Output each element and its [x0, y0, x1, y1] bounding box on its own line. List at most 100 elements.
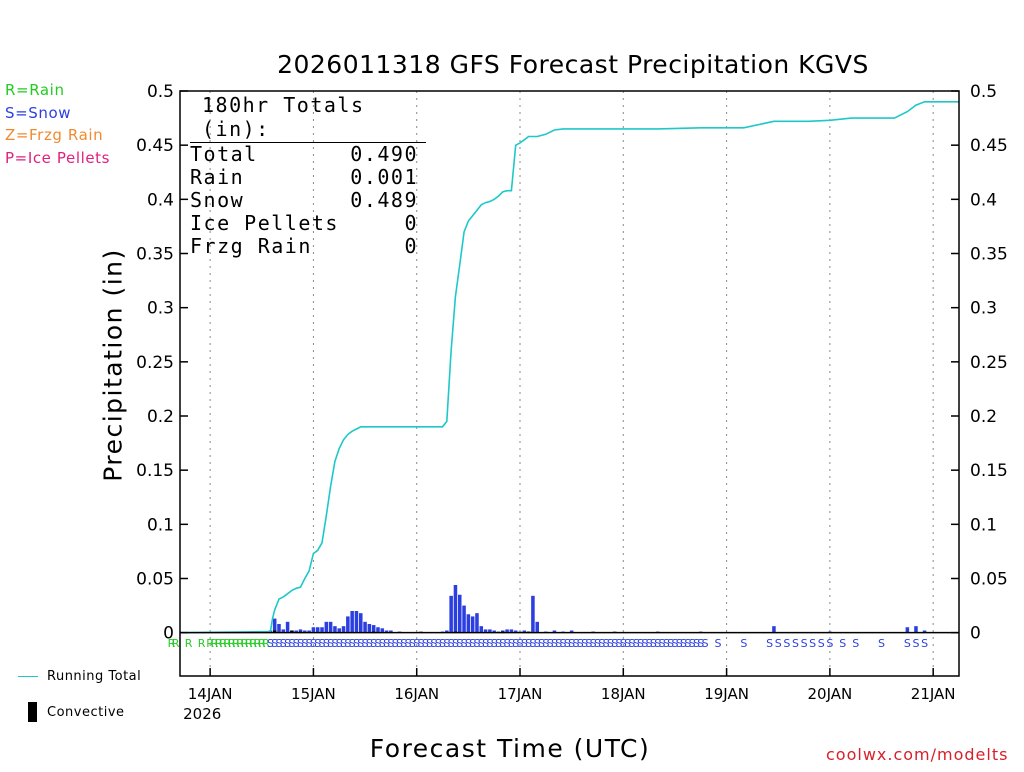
precip-bar: [483, 629, 488, 633]
y-tick-label-left: 0.5: [147, 82, 174, 102]
totals-label: Ice Pellets: [190, 211, 339, 235]
ptype-marker: S: [529, 637, 536, 650]
precip-bar: [905, 627, 910, 633]
totals-value: 0: [404, 211, 418, 235]
ptype-marker: S: [435, 637, 442, 650]
ptype-marker: S: [714, 637, 721, 650]
ptype-marker: S: [340, 637, 347, 650]
ptype-marker: S: [577, 637, 584, 650]
precip-bar: [505, 629, 509, 633]
ptype-marker: S: [469, 637, 476, 650]
ptype-marker: R: [206, 637, 214, 650]
ptype-marker: S: [418, 637, 425, 650]
ptype-marker: R: [236, 637, 244, 650]
precip-bar: [341, 626, 346, 633]
y-tick-label-left: 0.45: [136, 136, 174, 156]
precip-bar: [513, 630, 518, 633]
precip-bar: [535, 621, 539, 633]
ptype-marker: S: [667, 637, 674, 650]
ptype-marker: S: [387, 637, 394, 650]
ptype-marker: S: [512, 637, 519, 650]
totals-value: 0.490: [350, 142, 418, 166]
ptype-marker: S: [293, 637, 300, 650]
precip-bar: [320, 627, 324, 633]
y-tick-label-left: 0.35: [136, 245, 174, 265]
precip-bar: [531, 595, 535, 633]
ptype-marker: S: [568, 637, 575, 650]
y-tick-label-right: 0.4: [970, 190, 997, 210]
precip-bar: [376, 627, 380, 633]
ptype-marker: S: [357, 637, 364, 650]
precip-bar: [272, 618, 277, 633]
ptype-marker: R: [228, 637, 236, 650]
ptype-marker: S: [680, 637, 687, 650]
ptype-marker: S: [280, 637, 287, 650]
ptype-marker: S: [521, 637, 528, 650]
ptype-marker: S: [314, 637, 321, 650]
ptype-marker: S: [633, 637, 640, 650]
precip-bar: [569, 630, 574, 633]
ptype-marker: S: [585, 637, 592, 650]
ptype-marker: R: [254, 637, 262, 650]
precip-bar: [285, 621, 290, 633]
x-tick-label: 20JAN: [808, 685, 853, 703]
precip-bar: [346, 616, 350, 633]
precip-bar: [445, 630, 449, 633]
ptype-marker: S: [826, 637, 833, 650]
ptype-marker: S: [504, 637, 511, 650]
ptype-marker: S: [448, 637, 455, 650]
ptype-marker: S: [323, 637, 330, 650]
ptype-marker: S: [697, 637, 704, 650]
ptype-marker: S: [594, 637, 601, 650]
ptype-marker: S: [547, 637, 554, 650]
ptype-marker: S: [572, 637, 579, 650]
y-tick-label-left: 0.2: [147, 407, 174, 427]
ptype-marker: S: [465, 637, 472, 650]
precip-bar: [384, 630, 389, 633]
precip-bar: [337, 628, 342, 633]
precip-bar: [922, 630, 927, 633]
ptype-marker: S: [555, 637, 562, 650]
y-tick-label-right: 0.5: [970, 82, 997, 102]
ptype-marker: S: [534, 637, 541, 650]
totals-label: Frzg Rain: [190, 234, 312, 258]
ptype-marker: S: [538, 637, 545, 650]
ptype-marker: S: [611, 637, 618, 650]
y-tick-label-right: 0.25: [970, 353, 1008, 373]
ptype-marker: S: [590, 637, 597, 650]
ptype-marker: R: [249, 637, 257, 650]
totals-value: 0.489: [350, 188, 418, 212]
precip-bar: [367, 624, 372, 633]
ptype-marker: S: [607, 637, 614, 650]
ptype-marker: S: [370, 637, 377, 650]
chart-title: 2026011318 GFS Forecast Precipitation KG…: [277, 50, 869, 79]
x-tick-label: 19JAN: [704, 685, 749, 703]
totals-label: Total: [190, 142, 258, 166]
ptype-marker: R: [168, 637, 176, 650]
totals-row: Snow 0.489: [190, 189, 418, 212]
ptype-markers: RR R R RRRRRRRRRRRRRRSSSSSSSSSSSSSSSSSSSSSS…: [168, 637, 929, 650]
precip-bar: [333, 626, 337, 633]
precip-bar: [522, 630, 527, 633]
precip-bar: [328, 621, 333, 633]
precip-bar: [488, 629, 492, 633]
precip-bar: [457, 594, 462, 633]
credit-link[interactable]: coolwx.com/modelts: [826, 745, 1009, 764]
ptype-marker: S: [693, 637, 700, 650]
precip-bar: [475, 613, 479, 633]
precip-bar: [449, 595, 453, 633]
legend-key-ice-pellets: P=Ice Pellets: [5, 149, 111, 167]
ptype-marker: S: [452, 637, 459, 650]
ptype-marker: S: [271, 637, 278, 650]
precip-bar: [380, 628, 385, 633]
ptype-marker: S: [801, 637, 808, 650]
ptype-marker: S: [495, 637, 502, 650]
x-tick-label: 16JAN: [394, 685, 439, 703]
precip-bar: [315, 627, 320, 633]
ptype-marker: S: [275, 637, 282, 650]
ptype-marker: S: [379, 637, 386, 650]
precip-bar: [914, 626, 918, 633]
ptype-marker: S: [430, 637, 437, 650]
